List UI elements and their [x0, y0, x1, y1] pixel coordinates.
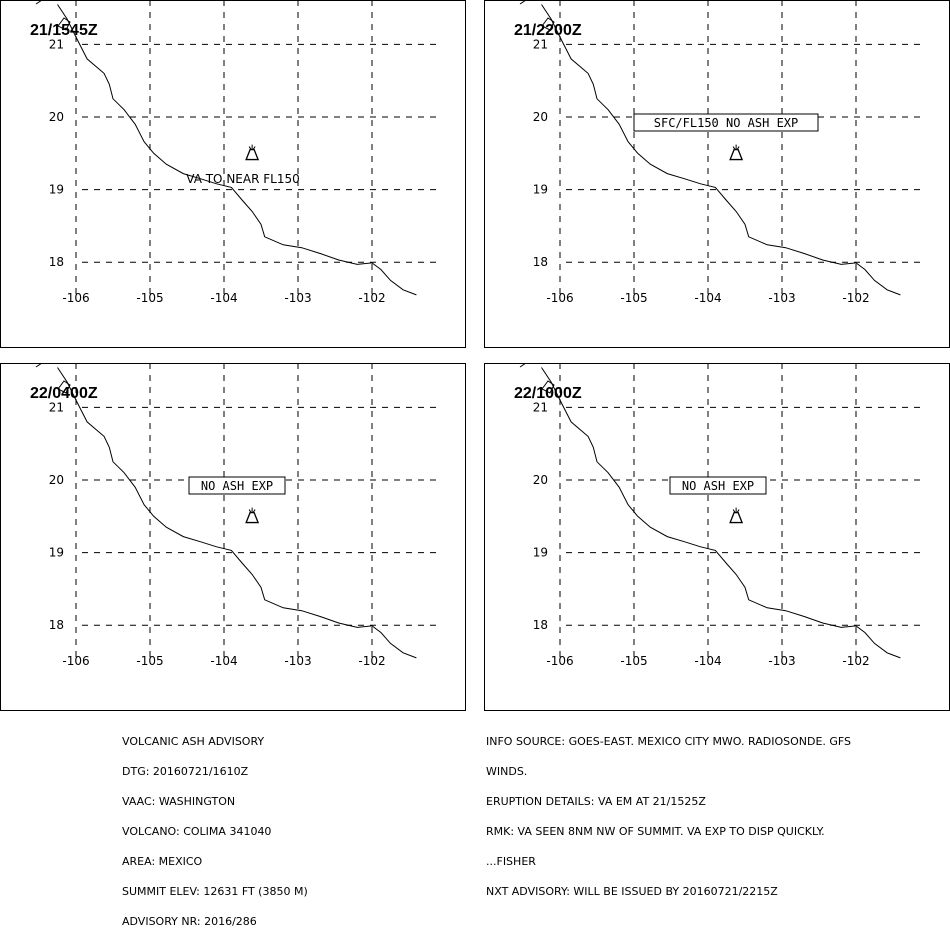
details-line-1: INFO SOURCE: GOES-EAST. MEXICO CITY MWO.… [486, 735, 852, 748]
island [57, 17, 71, 31]
longitude-tick-label: -105 [136, 654, 163, 668]
volcano-icon [729, 144, 744, 161]
coastline [57, 367, 417, 659]
longitude-tick-label: -106 [546, 654, 573, 668]
volcano-icon [245, 507, 260, 524]
map-panel-1: -106 -105 -104 -103 -102 21 20 19 18 21/1545Z VA T… [0, 0, 466, 348]
latitude-tick-label: 21 [49, 37, 64, 51]
details-line-3: ERUPTION DETAILS: VA EM AT 21/1525Z [486, 795, 706, 808]
latitude-tick-label: 18 [533, 255, 548, 269]
map-canvas: -106 -105 -104 -103 -102 21 20 19 18 22/1000Z NO A… [484, 363, 950, 711]
map-canvas: -106 -105 -104 -103 -102 21 20 19 18 21/1545Z VA T… [0, 0, 466, 348]
details-line-4: RMK: VA SEEN 8NM NW OF SUMMIT. VA EXP TO… [486, 825, 825, 838]
map-canvas: -106 -105 -104 -103 -102 21 20 19 18 22/0400Z NO A… [0, 363, 466, 711]
latitude-tick-label: 18 [49, 618, 64, 632]
longitude-tick-label: -104 [694, 654, 721, 668]
map-panel-2: -106 -105 -104 -103 -102 21 20 19 18 21/2200Z SFC/… [484, 0, 950, 348]
longitude-tick-label: -106 [62, 654, 89, 668]
latitude-tick-label: 21 [533, 37, 548, 51]
longitude-tick-label: -105 [620, 291, 647, 305]
longitude-tick-label: -102 [358, 291, 385, 305]
panel-timestamp: 22/0400Z [30, 385, 98, 402]
island [541, 380, 555, 394]
ash-label: VA TO NEAR FL150 [186, 172, 299, 186]
longitude-tick-label: -103 [768, 291, 795, 305]
longitude-tick-label: -103 [284, 291, 311, 305]
advisory-line-1: VOLCANIC ASH ADVISORY [122, 735, 265, 748]
advisory-line-6: SUMMIT ELEV: 12631 FT (3850 M) [122, 885, 308, 898]
panel-frame [484, 0, 950, 348]
longitude-tick-label: -106 [546, 291, 573, 305]
coastline [541, 4, 901, 296]
latitude-tick-label: 18 [49, 255, 64, 269]
island [35, 0, 43, 5]
advisory-summary: VOLCANIC ASH ADVISORY DTG: 20160721/1610… [122, 717, 308, 937]
latitude-tick-label: 21 [49, 400, 64, 414]
advisory-line-2: DTG: 20160721/1610Z [122, 765, 249, 778]
latitude-tick-label: 18 [533, 618, 548, 632]
ash-label: NO ASH EXP [682, 479, 754, 493]
island [35, 363, 43, 368]
latitude-tick-label: 19 [49, 546, 64, 560]
ash-label: NO ASH EXP [201, 479, 273, 493]
longitude-tick-label: -104 [210, 291, 237, 305]
longitude-tick-label: -102 [842, 291, 869, 305]
island [519, 363, 527, 368]
latitude-tick-label: 19 [533, 546, 548, 560]
longitude-tick-label: -105 [620, 654, 647, 668]
coastline [541, 367, 901, 659]
panel-frame [0, 0, 466, 348]
longitude-tick-label: -104 [210, 654, 237, 668]
map-panel-3: -106 -105 -104 -103 -102 21 20 19 18 22/0400Z NO A… [0, 363, 466, 711]
latitude-tick-label: 20 [533, 473, 548, 487]
ash-label-box [188, 476, 286, 495]
advisory-line-3: VAAC: WASHINGTON [122, 795, 236, 808]
longitude-tick-label: -102 [842, 654, 869, 668]
panel-frame [0, 363, 466, 711]
longitude-tick-label: -105 [136, 291, 163, 305]
latitude-tick-label: 20 [533, 110, 548, 124]
volcano-icon [245, 144, 260, 161]
longitude-tick-label: -102 [358, 654, 385, 668]
panel-timestamp: 22/1000Z [514, 385, 582, 402]
ash-label-box [633, 113, 819, 132]
advisory-line-4: VOLCANO: COLIMA 341040 [122, 825, 272, 838]
advisory-details: INFO SOURCE: GOES-EAST. MEXICO CITY MWO.… [486, 717, 851, 907]
latitude-tick-label: 20 [49, 110, 64, 124]
details-line-5: ...FISHER [486, 855, 536, 868]
panel-timestamp: 21/1545Z [30, 22, 98, 39]
latitude-tick-label: 20 [49, 473, 64, 487]
latitude-tick-label: 19 [533, 183, 548, 197]
coastline [57, 4, 417, 296]
island [519, 0, 527, 5]
details-line-6: NXT ADVISORY: WILL BE ISSUED BY 20160721… [486, 885, 778, 898]
longitude-tick-label: -104 [694, 291, 721, 305]
latitude-tick-label: 21 [533, 400, 548, 414]
advisory-line-7: ADVISORY NR: 2016/286 [122, 915, 257, 928]
latitude-tick-label: 19 [49, 183, 64, 197]
advisory-line-5: AREA: MEXICO [122, 855, 203, 868]
longitude-tick-label: -106 [62, 291, 89, 305]
volcano-icon [729, 507, 744, 524]
map-canvas: -106 -105 -104 -103 -102 21 20 19 18 21/2200Z SFC/… [484, 0, 950, 348]
island [541, 17, 555, 31]
details-line-2: WINDS. [486, 765, 528, 778]
ash-label-box [669, 476, 767, 495]
longitude-tick-label: -103 [284, 654, 311, 668]
map-panel-4: -106 -105 -104 -103 -102 21 20 19 18 22/1000Z NO A… [484, 363, 950, 711]
panel-timestamp: 21/2200Z [514, 22, 582, 39]
panel-frame [484, 363, 950, 711]
ash-label: SFC/FL150 NO ASH EXP [654, 116, 799, 130]
longitude-tick-label: -103 [768, 654, 795, 668]
island [57, 380, 71, 394]
